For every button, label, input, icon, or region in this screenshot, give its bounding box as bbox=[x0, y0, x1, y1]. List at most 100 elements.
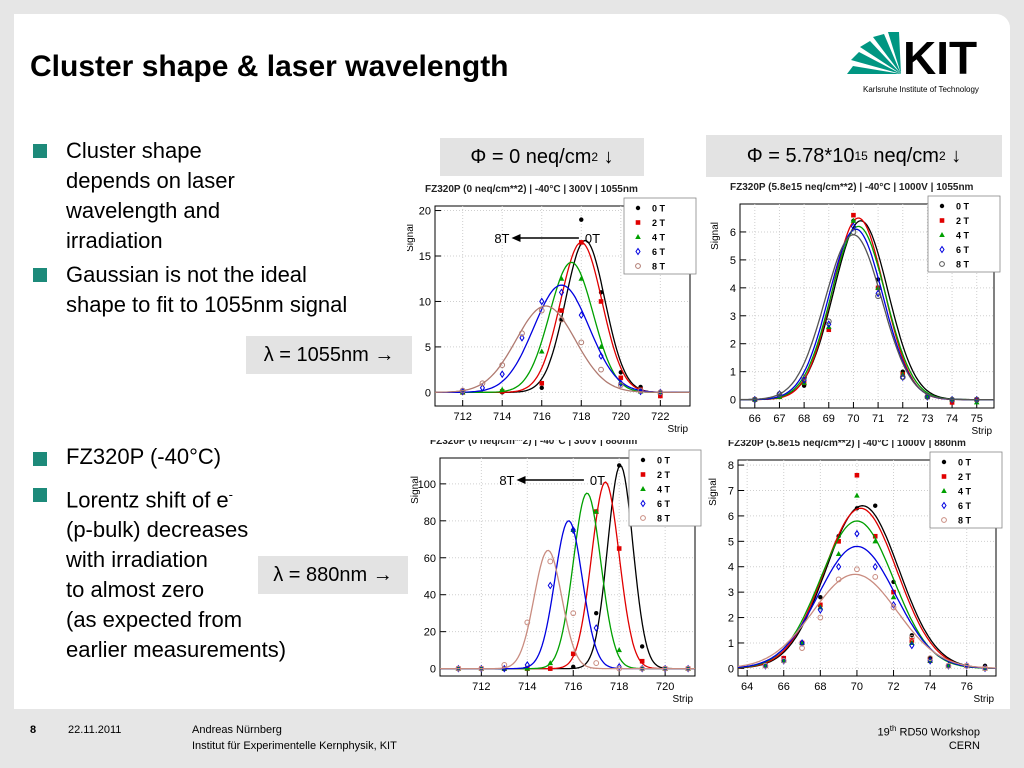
data-point bbox=[854, 529, 860, 538]
data-point bbox=[639, 664, 645, 673]
bullet-fz320p: FZ320P (-40°C) bbox=[66, 442, 221, 472]
bullet-line: with irradiation bbox=[66, 547, 208, 573]
data-point bbox=[799, 645, 805, 651]
legend-entry: 2 T bbox=[652, 218, 666, 228]
y-tick-label: 5 bbox=[425, 342, 431, 354]
data-point bbox=[519, 333, 525, 342]
data-point bbox=[817, 614, 824, 621]
chart-1055nm-unirradiated: FZ320P (0 neq/cm**2) | -40°C | 300V | 10… bbox=[407, 184, 697, 435]
data-point bbox=[662, 665, 669, 672]
x-tick-label: 720 bbox=[612, 411, 630, 423]
data-point bbox=[872, 573, 879, 580]
legend-entry: 4 T bbox=[657, 485, 671, 495]
y-tick-label: 3 bbox=[730, 311, 736, 323]
y-tick-label: 20 bbox=[424, 627, 436, 639]
data-point bbox=[974, 395, 980, 404]
data-point bbox=[598, 352, 604, 360]
legend-entry: 8 T bbox=[657, 514, 671, 524]
legend-entry: 6 T bbox=[657, 499, 671, 509]
y-tick-label: 100 bbox=[418, 479, 436, 491]
data-point bbox=[817, 606, 823, 614]
data-point bbox=[836, 562, 842, 571]
data-point bbox=[635, 263, 641, 269]
legend-box bbox=[929, 451, 1003, 529]
callout-phi-irradiated: Φ = 5.78*10 15 neq/cm 2 ↓ bbox=[706, 135, 1002, 177]
callout-lambda-1055: λ = 1055nm → bbox=[246, 336, 412, 374]
series-fit-line bbox=[435, 305, 690, 394]
data-point bbox=[578, 240, 584, 245]
y-axis-label: Signal bbox=[708, 478, 719, 506]
kit-logo-fan-icon bbox=[847, 32, 901, 74]
x-tick-label: 71 bbox=[872, 413, 884, 425]
data-point bbox=[939, 203, 945, 209]
data-point bbox=[616, 665, 623, 672]
data-point bbox=[479, 383, 486, 392]
x-tick-label: 72 bbox=[897, 413, 909, 425]
data-point bbox=[547, 660, 554, 666]
data-point bbox=[593, 508, 600, 514]
x-tick-label: 718 bbox=[610, 681, 628, 693]
y-tick-label: 7 bbox=[728, 485, 734, 497]
y-tick-label: 1 bbox=[730, 367, 736, 379]
legend-entry: 2 T bbox=[956, 216, 970, 226]
chart-880nm-unirradiated: FZ320P (0 neq/cm**2) | -40°C | 300V | 88… bbox=[410, 440, 702, 705]
data-point bbox=[657, 389, 664, 396]
data-point bbox=[639, 658, 645, 664]
data-point bbox=[598, 343, 604, 349]
callout-lambda-880: λ = 880nm → bbox=[258, 556, 408, 594]
y-tick-label: 0 bbox=[430, 664, 436, 676]
y-tick-label: 5 bbox=[730, 255, 736, 267]
data-point bbox=[835, 576, 842, 583]
data-point bbox=[908, 634, 915, 641]
data-point bbox=[939, 232, 945, 237]
data-point bbox=[593, 624, 599, 632]
bullet-line: (as expected from bbox=[66, 607, 243, 633]
data-point bbox=[826, 327, 832, 333]
data-point bbox=[982, 665, 988, 672]
data-point bbox=[850, 229, 857, 235]
data-point bbox=[639, 644, 645, 649]
data-point bbox=[872, 533, 878, 539]
data-point bbox=[571, 664, 576, 669]
data-point bbox=[578, 275, 585, 281]
data-point bbox=[539, 385, 544, 391]
bullet-cluster-shape: Cluster shape depends on laser wavelengt… bbox=[66, 136, 235, 256]
workshop-sup: th bbox=[889, 724, 897, 733]
bullet-line: Cluster shape bbox=[66, 138, 202, 163]
data-point bbox=[850, 217, 857, 223]
data-point bbox=[939, 218, 945, 223]
data-point bbox=[939, 245, 945, 254]
legend-entry: 2 T bbox=[958, 472, 972, 482]
data-point bbox=[909, 641, 915, 650]
footer-date: 22.11.2011 bbox=[68, 724, 122, 736]
x-tick-label: 70 bbox=[847, 413, 859, 425]
data-point bbox=[547, 666, 553, 671]
data-point bbox=[941, 459, 947, 465]
data-point bbox=[776, 391, 783, 397]
y-tick-label: 40 bbox=[424, 590, 436, 602]
legend-entry: 8 T bbox=[652, 262, 666, 272]
arrow-down-icon: ↓ bbox=[945, 144, 962, 167]
x-tick-label: 714 bbox=[493, 411, 511, 423]
callout-sup: 2 bbox=[938, 149, 946, 163]
data-point bbox=[618, 375, 624, 381]
data-point bbox=[637, 387, 644, 396]
data-point bbox=[478, 665, 485, 672]
y-tick-label: 6 bbox=[728, 511, 734, 523]
data-point bbox=[640, 515, 646, 521]
data-point bbox=[872, 538, 879, 544]
bullet-lorentz: Lorentz shift of e- (p-bulk) decreases w… bbox=[66, 480, 286, 665]
electron-superscript: - bbox=[228, 487, 233, 502]
y-tick-label: 60 bbox=[424, 553, 436, 565]
annotation-8t: 8T bbox=[494, 231, 509, 246]
legend-box bbox=[628, 449, 702, 527]
legend-box bbox=[623, 197, 697, 275]
data-point bbox=[635, 220, 641, 225]
x-tick-label: 716 bbox=[564, 681, 582, 693]
data-point bbox=[640, 486, 646, 491]
data-point bbox=[547, 558, 554, 565]
data-point bbox=[781, 656, 787, 665]
data-point bbox=[501, 662, 508, 668]
data-point bbox=[924, 392, 931, 401]
callout-text: Φ = 0 neq/cm bbox=[470, 145, 592, 168]
